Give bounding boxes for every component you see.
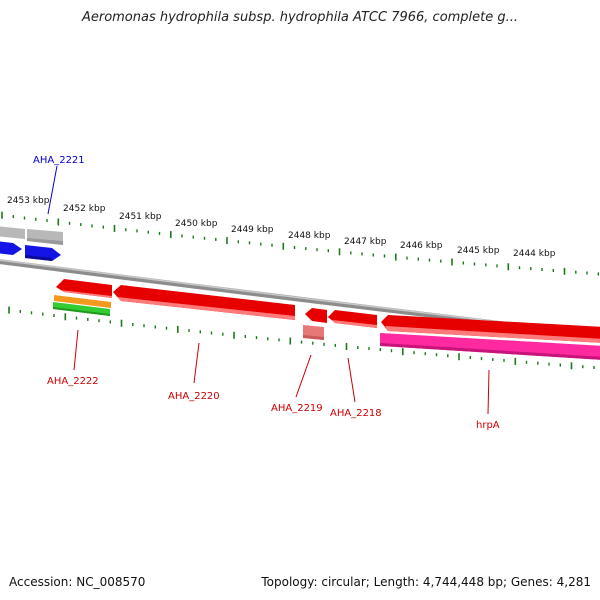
leader-line-hrpa xyxy=(487,369,490,415)
tick-label-2447: 2447 kbp xyxy=(344,237,387,247)
tick-ruler-bottom xyxy=(8,306,595,370)
tick-label-2449: 2449 kbp xyxy=(231,225,274,235)
tick-label-2452: 2452 kbp xyxy=(63,204,106,214)
leader-line-aha-2222 xyxy=(73,329,79,371)
gene-label-aha-2222[interactable]: AHA_2222 xyxy=(47,376,99,387)
gene-label-aha-2221[interactable]: AHA_2221 xyxy=(33,155,85,166)
tick-label-2451: 2451 kbp xyxy=(119,212,162,222)
leader-line-aha-2221 xyxy=(47,165,58,215)
gene-misc-green-shade xyxy=(53,307,110,316)
gene-cds-aha-2218-shade xyxy=(332,320,377,328)
reverse-strand-features xyxy=(53,279,600,360)
tick-label-2446: 2446 kbp xyxy=(400,241,443,251)
gene-cds-aha-2219[interactable] xyxy=(305,308,327,323)
gene-cds-blue-left[interactable] xyxy=(0,241,22,255)
forward-strand-features xyxy=(0,226,63,261)
gene-cds-aha-2220-shade xyxy=(117,297,295,320)
gene-cds-aha-2221-shade xyxy=(25,255,52,261)
gene-misc-orange[interactable] xyxy=(54,295,111,308)
leader-line-aha-2218 xyxy=(347,357,356,403)
gene-misc-pink[interactable] xyxy=(380,333,600,360)
tick-labels: 2453 kbp 2452 kbp 2451 kbp 2450 kbp 2449… xyxy=(7,196,556,259)
accession-text: Accession: NC_008570 xyxy=(9,575,146,589)
gene-cds-aha-2222[interactable] xyxy=(56,279,112,298)
genome-summary-text: Topology: circular; Length: 4,744,448 bp… xyxy=(261,575,591,589)
tick-label-2453: 2453 kbp xyxy=(7,196,50,206)
gene-cds-hrpa-shade xyxy=(385,326,600,343)
gene-label-aha-2219[interactable]: AHA_2219 xyxy=(271,403,323,414)
gene-grey-aha-2221-rna-shade xyxy=(27,238,63,245)
leader-line-aha-2220 xyxy=(193,342,200,384)
tick-label-2448: 2448 kbp xyxy=(288,231,331,241)
gene-label-aha-2218[interactable]: AHA_2218 xyxy=(330,408,382,419)
gene-cds-aha-2222-shade xyxy=(60,290,112,298)
gene-misc-pink-shade xyxy=(380,343,600,360)
leader-line-aha-2219 xyxy=(295,354,312,398)
tick-ruler-top xyxy=(1,211,599,276)
gene-label-hrpa[interactable]: hrpA xyxy=(476,420,500,431)
tick-label-2450: 2450 kbp xyxy=(175,219,218,229)
gene-labels: AHA_2221 AHA_2222 AHA_2220 AHA_2219 AHA_… xyxy=(33,155,500,431)
gene-misc-salmon-shade xyxy=(303,335,324,340)
tick-label-2445: 2445 kbp xyxy=(457,246,500,256)
gene-grey-left[interactable] xyxy=(0,226,25,239)
map-title: Aeromonas hydrophila subsp. hydrophila A… xyxy=(81,10,519,25)
tick-label-2444: 2444 kbp xyxy=(513,249,556,259)
gene-label-aha-2220[interactable]: AHA_2220 xyxy=(168,391,220,402)
